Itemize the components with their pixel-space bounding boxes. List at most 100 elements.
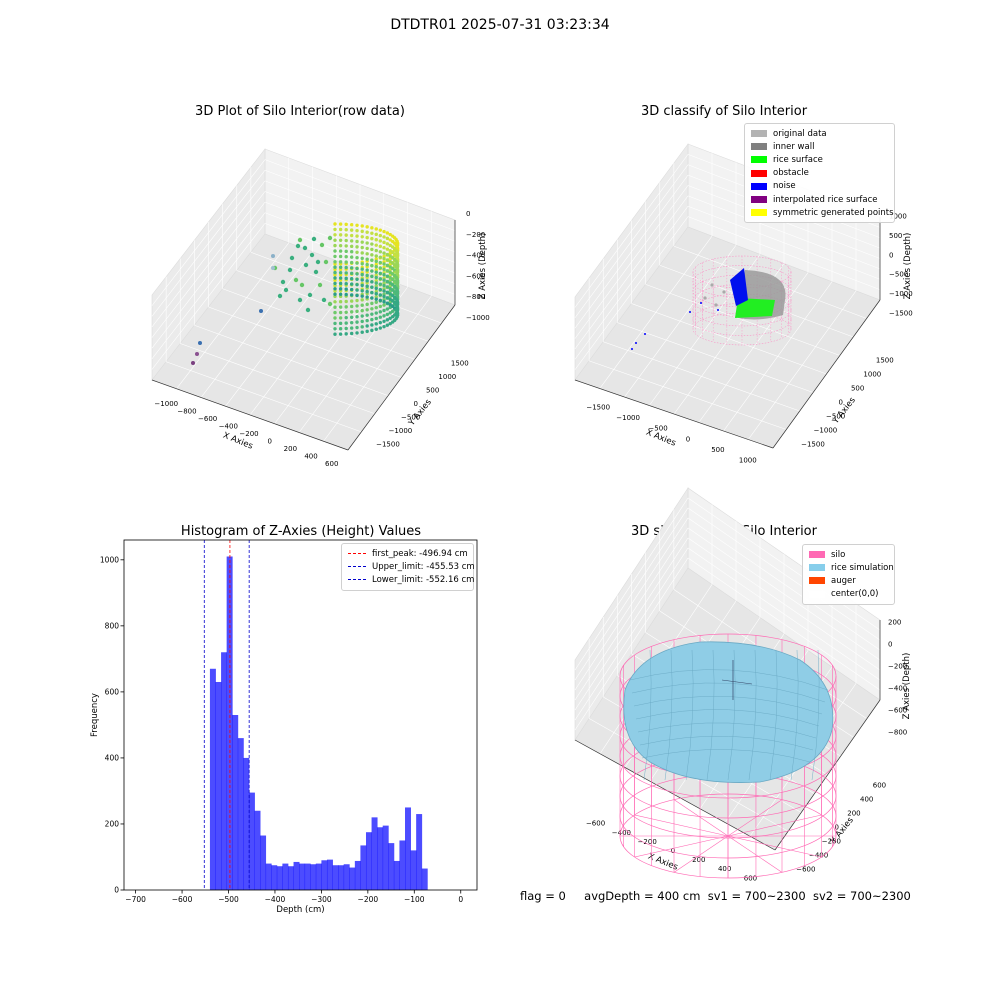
histogram-bar <box>371 817 378 890</box>
data-point <box>370 290 374 295</box>
data-point <box>382 324 386 329</box>
data-point <box>388 321 392 326</box>
data-point <box>344 249 348 254</box>
data-point <box>280 279 286 285</box>
grid-line <box>603 341 800 412</box>
x-tick-label: −800 <box>177 408 196 416</box>
noise-point <box>717 309 719 311</box>
legend-line-swatch <box>348 579 366 581</box>
data-point <box>289 255 295 261</box>
data-point <box>355 325 359 330</box>
data-point <box>370 253 374 257</box>
y-tick-label: 400 <box>105 753 120 762</box>
data-point <box>388 281 392 285</box>
data-point <box>344 238 348 243</box>
data-point <box>370 274 374 279</box>
data-point <box>344 228 348 232</box>
data-point <box>370 263 374 268</box>
z-axis-label: Z Axies (Depth) <box>478 233 488 300</box>
data-point <box>349 287 354 292</box>
data-point <box>378 228 383 232</box>
surface-mesh-line <box>641 749 811 763</box>
y-tick-label: 1000 <box>100 555 119 564</box>
data-point <box>390 314 395 319</box>
histogram-bar <box>365 832 372 890</box>
data-point <box>333 276 337 280</box>
data-point <box>365 295 369 299</box>
histogram-bar <box>243 757 250 890</box>
data-point <box>333 254 337 259</box>
y-tick-label: −400 <box>809 851 828 859</box>
y-tick-label: 0 <box>114 886 119 895</box>
y-tick-label: −500 <box>826 412 845 420</box>
grid-line <box>574 507 689 681</box>
data-point <box>344 299 348 304</box>
grid-line <box>166 361 362 433</box>
data-point <box>388 311 392 315</box>
z-tick-label: −200 <box>466 231 485 239</box>
legend-item: Upper_limit: -455.53 cm <box>348 560 475 573</box>
data-point <box>344 332 348 336</box>
data-point <box>360 308 364 313</box>
data-point <box>370 323 374 327</box>
data-point <box>360 256 364 261</box>
grid-line <box>748 290 857 440</box>
histogram-bar <box>405 807 411 890</box>
data-point <box>360 251 364 255</box>
histogram-bar <box>254 810 261 890</box>
data-point <box>338 332 343 336</box>
x-tick-label: −1000 <box>154 400 178 408</box>
data-point <box>360 278 364 282</box>
x-tick-label: 0 <box>458 895 463 904</box>
data-point <box>382 240 386 245</box>
y-tick-label: 1000 <box>438 373 456 381</box>
grid-line <box>274 278 384 424</box>
grid-line <box>574 497 689 671</box>
data-point <box>355 228 359 233</box>
data-point <box>385 247 390 251</box>
legend-item: rice surface <box>751 153 888 166</box>
silo-floor-spoke <box>727 799 783 837</box>
data-point <box>349 320 354 325</box>
data-point <box>365 225 369 229</box>
histogram-bar <box>221 652 228 890</box>
outlier-point <box>198 341 202 345</box>
grid-line <box>151 180 266 328</box>
histogram-bar <box>315 863 322 890</box>
data-point <box>382 235 386 239</box>
legend-item: rice simulation <box>809 561 894 574</box>
data-point <box>385 307 390 311</box>
data-point <box>382 289 386 293</box>
classify-plot-title: 3D classify of Silo Interior <box>640 104 808 119</box>
x-tick-label: −600 <box>198 415 217 423</box>
y-tick-label: −500 <box>401 413 420 421</box>
data-point <box>333 270 337 275</box>
rice-simulation-surface <box>623 641 834 783</box>
data-point <box>365 235 369 240</box>
y-tick-label: −1000 <box>814 426 838 434</box>
legend-item: obstacle <box>751 167 888 180</box>
data-point <box>333 327 337 331</box>
data-point <box>365 257 369 261</box>
data-point <box>355 277 359 281</box>
data-point <box>382 229 386 234</box>
data-point <box>374 270 378 274</box>
histogram-bar <box>410 850 417 890</box>
data-point <box>378 239 383 243</box>
data-point <box>360 330 364 334</box>
grid-line <box>574 174 689 329</box>
grid-line <box>180 343 375 415</box>
data-point <box>374 265 378 269</box>
legend-item: inner wall <box>751 140 888 153</box>
data-point <box>338 281 343 286</box>
y-axis-line <box>347 304 456 451</box>
histogram-bar <box>332 865 339 890</box>
legend-swatch <box>751 156 767 164</box>
x-tick-label: −100 <box>404 895 425 904</box>
legend-label: original data <box>773 128 827 139</box>
x-tick-label: 200 <box>284 445 297 453</box>
data-point <box>349 315 354 319</box>
grid-line <box>151 159 266 306</box>
data-point <box>388 254 392 258</box>
data-point <box>374 297 378 301</box>
